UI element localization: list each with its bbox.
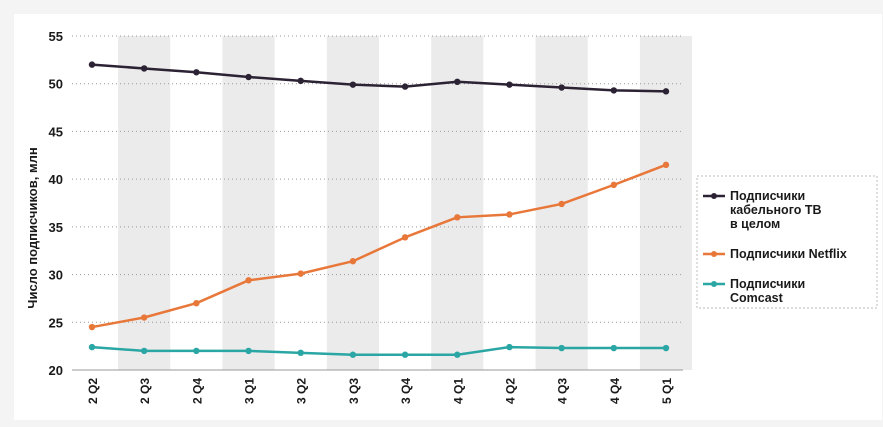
legend-label-line: в целом (730, 217, 780, 231)
x-tick-label: 4 Q3 (556, 378, 570, 404)
legend-swatch-marker (711, 251, 717, 257)
data-point (662, 161, 670, 169)
data-point (349, 351, 357, 358)
x-tick-label: 4 Q2 (503, 378, 517, 404)
y-tick-label: 50 (49, 77, 63, 92)
data-point (401, 234, 409, 241)
legend-swatch-marker (711, 193, 717, 199)
data-point (610, 87, 618, 94)
data-point (140, 314, 148, 321)
x-tick-label: 4 Q1 (451, 378, 465, 404)
data-point (193, 300, 200, 307)
x-tick-label: 3 Q3 (347, 378, 361, 404)
data-point (558, 344, 565, 352)
data-point (193, 69, 200, 76)
data-point (245, 277, 252, 284)
legend-entry-1: Подписчики кабельного ТВ в целом (703, 189, 822, 231)
data-point (454, 214, 461, 221)
x-tick-label: 3 Q2 (295, 378, 309, 404)
legend-entry-2: Подписчики Netflix (703, 247, 847, 261)
legend-label: Подписчики Netflix (730, 247, 847, 261)
y-tick-label: 35 (49, 220, 63, 235)
legend-label: Подписчики кабельного ТВ в целом (730, 189, 822, 231)
legend-label: Подписчики Comcast (730, 277, 805, 305)
x-axis: 2 Q2 2 Q3 2 Q4 3 Q1 3 Q2 3 Q3 3 Q4 4 Q1 4 Q2 4 Q3… (72, 369, 683, 404)
data-point (662, 88, 670, 95)
data-point (506, 81, 513, 88)
data-point (401, 83, 409, 90)
data-point (454, 351, 461, 358)
x-tick-label: 2 Q4 (190, 378, 204, 404)
series-1 (88, 61, 670, 95)
legend-label-line: Подписчики Netflix (730, 247, 847, 261)
y-tick-label: 20 (49, 363, 63, 378)
y-axis-label: Число подписчиков, млн (25, 147, 40, 308)
data-point (88, 61, 96, 68)
data-point (245, 347, 252, 355)
data-point (349, 81, 357, 88)
x-tick-label: 3 Q4 (399, 378, 413, 404)
y-tick-label: 55 (49, 29, 63, 44)
y-axis: 20 25 30 35 40 45 50 55 (49, 29, 63, 378)
stripe (222, 36, 275, 370)
data-point (297, 270, 304, 277)
legend-box (696, 175, 878, 309)
x-tick-label: 4 Q4 (608, 378, 622, 404)
data-point (140, 65, 148, 72)
data-point (193, 347, 200, 355)
legend-entry-3: Подписчики Comcast (703, 277, 805, 305)
stripe (431, 36, 484, 370)
y-tick-label: 45 (49, 124, 63, 139)
data-point (558, 200, 565, 208)
x-tick-label: 3 Q1 (243, 378, 257, 404)
series-line (91, 345, 666, 356)
data-point (140, 347, 148, 355)
data-point (297, 349, 304, 357)
x-tick-label: 2 Q2 (86, 378, 100, 404)
series-line (91, 163, 667, 329)
data-point (610, 344, 618, 352)
legend-swatch-marker (711, 281, 717, 287)
data-point (349, 258, 357, 265)
data-point (506, 343, 513, 351)
x-tick-label: 5 Q1 (660, 378, 674, 404)
data-point (245, 73, 252, 81)
stripe (326, 36, 379, 370)
data-point (558, 84, 565, 91)
legend-label-line: Подписчики (730, 277, 805, 291)
y-tick-label: 25 (49, 315, 63, 330)
series-group (88, 61, 670, 358)
stripe (639, 36, 693, 370)
y-tick-label: 30 (49, 268, 63, 283)
series-line (91, 63, 667, 93)
data-point (401, 351, 409, 358)
series-3 (88, 343, 670, 358)
data-point (88, 343, 96, 351)
legend-label-line: Comcast (730, 291, 784, 305)
data-point (610, 181, 618, 189)
plot-stripes (118, 36, 693, 370)
x-tick-label: 2 Q3 (138, 378, 152, 404)
data-point (297, 77, 304, 85)
legend: Подписчики кабельного ТВ в целомПодписчики… (696, 175, 878, 309)
data-point (454, 78, 461, 86)
data-point (662, 344, 670, 352)
y-tick-label: 40 (49, 172, 63, 187)
legend-label-line: кабельного ТВ (730, 203, 822, 217)
series-2 (88, 161, 670, 331)
data-point (506, 211, 513, 218)
data-point (88, 323, 96, 331)
legend-label-line: Подписчики (730, 189, 805, 203)
